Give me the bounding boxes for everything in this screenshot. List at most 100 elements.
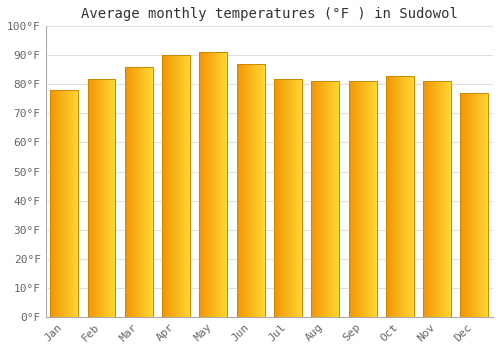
Bar [261,64,262,317]
Bar [359,82,360,317]
Bar [348,82,350,317]
Bar [426,82,427,317]
Bar [88,78,116,317]
Bar [486,93,488,317]
Bar [215,52,216,317]
Bar [52,90,53,317]
Bar [362,82,364,317]
Bar [479,93,480,317]
Bar [404,76,406,317]
Bar [390,76,392,317]
Bar [402,76,404,317]
Bar [423,82,424,317]
Bar [464,93,465,317]
Bar [210,52,212,317]
Bar [299,78,300,317]
Bar [175,55,176,317]
Bar [392,76,394,317]
Bar [448,82,449,317]
Bar [463,93,464,317]
Bar [205,52,206,317]
Bar [322,82,324,317]
Bar [248,64,249,317]
Bar [70,90,72,317]
Bar [176,55,177,317]
Bar [133,67,134,317]
Bar [200,52,228,317]
Bar [168,55,170,317]
Bar [104,78,105,317]
Bar [441,82,442,317]
Bar [60,90,62,317]
Bar [65,90,66,317]
Bar [107,78,108,317]
Bar [369,82,370,317]
Bar [290,78,292,317]
Bar [401,76,402,317]
Bar [374,82,376,317]
Bar [366,82,367,317]
Bar [395,76,396,317]
Bar [128,67,130,317]
Bar [320,82,322,317]
Bar [465,93,466,317]
Bar [446,82,448,317]
Bar [64,90,65,317]
Bar [372,82,373,317]
Bar [92,78,93,317]
Bar [367,82,368,317]
Bar [282,78,284,317]
Bar [212,52,214,317]
Bar [315,82,316,317]
Bar [358,82,359,317]
Bar [126,67,128,317]
Bar [257,64,258,317]
Bar [172,55,174,317]
Bar [370,82,371,317]
Bar [394,76,395,317]
Bar [413,76,414,317]
Bar [476,93,477,317]
Bar [95,78,96,317]
Bar [312,82,313,317]
Bar [165,55,166,317]
Bar [434,82,436,317]
Bar [249,64,250,317]
Bar [146,67,147,317]
Bar [106,78,107,317]
Bar [180,55,182,317]
Bar [56,90,58,317]
Bar [472,93,474,317]
Bar [288,78,289,317]
Bar [54,90,55,317]
Bar [240,64,242,317]
Bar [174,55,175,317]
Bar [399,76,400,317]
Bar [58,90,59,317]
Bar [396,76,397,317]
Bar [219,52,220,317]
Bar [432,82,434,317]
Bar [67,90,68,317]
Bar [69,90,70,317]
Bar [278,78,280,317]
Bar [125,67,153,317]
Bar [442,82,444,317]
Bar [462,93,463,317]
Bar [477,93,478,317]
Bar [55,90,56,317]
Bar [203,52,204,317]
Bar [287,78,288,317]
Bar [140,67,141,317]
Bar [150,67,151,317]
Bar [444,82,446,317]
Bar [466,93,467,317]
Bar [289,78,290,317]
Bar [388,76,390,317]
Bar [109,78,110,317]
Bar [482,93,483,317]
Bar [50,90,51,317]
Bar [424,82,425,317]
Bar [149,67,150,317]
Bar [254,64,256,317]
